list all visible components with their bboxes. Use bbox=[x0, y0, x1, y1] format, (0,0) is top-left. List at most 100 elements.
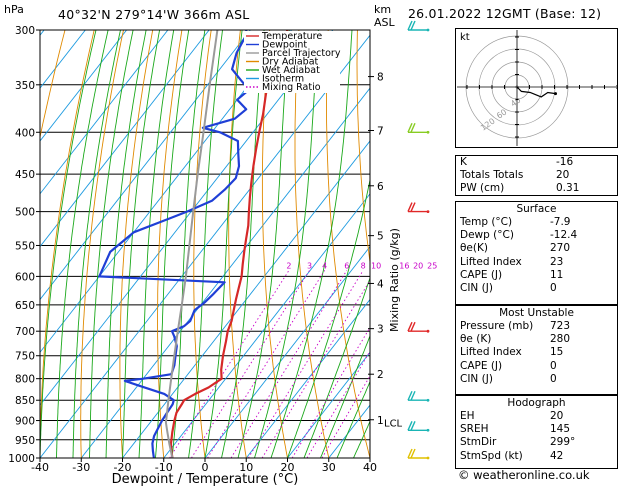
pressure-tick-label: 1000 bbox=[8, 453, 35, 465]
mixing-ratio-label: 2 bbox=[286, 261, 291, 270]
row-value: 0 bbox=[550, 281, 557, 294]
surface-panel: Surface Temp (°C) -7.9 Dewp (°C) -12.4 θe(K)… bbox=[455, 201, 618, 305]
wet-adiabat-line bbox=[72, 30, 121, 458]
wet-adiabat-line bbox=[105, 30, 147, 458]
mixing-ratio-line bbox=[291, 326, 370, 458]
x-axis-label: Dewpoint / Temperature (°C) bbox=[112, 472, 299, 486]
hodograph-table-row: StmDir 299° bbox=[456, 436, 617, 449]
isotherm-line bbox=[40, 30, 169, 195]
wet-adiabat-line bbox=[270, 30, 353, 458]
pressure-tick-label: 750 bbox=[15, 351, 35, 363]
index-label: Totals Totals bbox=[460, 169, 524, 181]
mixing-ratio-line bbox=[191, 270, 310, 458]
dewpoint-curve bbox=[98, 30, 251, 458]
most-unstable-row: CAPE (J) 0 bbox=[456, 360, 617, 373]
pressure-tick-label: 400 bbox=[15, 127, 35, 139]
row-value: 42 bbox=[550, 449, 564, 462]
mixing-ratio-label: 16 bbox=[399, 261, 409, 270]
surface-row: Temp (°C) -7.9 bbox=[456, 216, 617, 229]
legend-background bbox=[244, 31, 340, 93]
pressure-tick-label: 350 bbox=[15, 80, 35, 92]
row-label: θe (K) bbox=[460, 333, 492, 346]
wind-barb bbox=[407, 421, 430, 432]
index-row: K -16 bbox=[456, 156, 618, 170]
isotherm-line bbox=[163, 193, 370, 458]
temperature-tick-label: 0 bbox=[202, 461, 209, 474]
mixing-ratio-label: 20 bbox=[413, 261, 423, 270]
height-tick-label: 6 bbox=[377, 181, 384, 193]
wet-adiabat-line bbox=[254, 30, 319, 458]
isotherm-line bbox=[40, 30, 210, 248]
dry-adiabat-line bbox=[621, 30, 629, 458]
wet-adiabat-line bbox=[237, 30, 290, 458]
wet-adiabat-line bbox=[303, 276, 370, 458]
row-label: CAPE (J) bbox=[460, 359, 503, 372]
wet-adiabat-line bbox=[138, 30, 175, 458]
wet-adiabat-line bbox=[221, 30, 265, 458]
surface-row: CAPE (J) 11 bbox=[456, 269, 617, 282]
isotherm-line bbox=[40, 30, 251, 301]
hodograph-end-marker bbox=[554, 92, 557, 96]
temperature-curve bbox=[169, 30, 289, 458]
mixing-ratio-label: 25 bbox=[427, 261, 437, 270]
mixing-ratio-line bbox=[248, 270, 364, 458]
mixing-ratio-label: 4 bbox=[322, 261, 327, 270]
row-value: 23 bbox=[550, 255, 564, 268]
row-value: 280 bbox=[550, 333, 571, 346]
hodograph-panel: Hodograph EH 20 SREH 145 StmDir 299° StmSpd (k… bbox=[455, 395, 618, 469]
row-value: 299° bbox=[550, 436, 576, 449]
dry-adiabat-line bbox=[80, 30, 124, 458]
temperature-tick-label: 20 bbox=[281, 461, 295, 474]
isotherm-line bbox=[204, 245, 370, 458]
legend-entry-label: Dry Adiabat bbox=[262, 57, 319, 68]
legend-entry-label: Parcel Trajectory bbox=[262, 48, 341, 59]
mixing-ratio-label: 3 bbox=[307, 261, 312, 270]
height-tick-label: 4 bbox=[377, 278, 384, 290]
mixing-ratio-label: 6 bbox=[344, 261, 349, 270]
wet-adiabat-line bbox=[320, 334, 370, 458]
station-location: 40°32'N 279°14'W 366m ASL bbox=[58, 7, 250, 22]
legend-entry-label: Temperature bbox=[261, 31, 322, 42]
height-unit-km-label: km bbox=[374, 3, 391, 16]
row-label: StmSpd (kt) bbox=[460, 449, 523, 462]
legend-entry-label: Dewpoint bbox=[262, 40, 307, 51]
pressure-tick-label: 850 bbox=[15, 395, 35, 407]
pressure-tick-label: 800 bbox=[15, 374, 35, 386]
row-value: -12.4 bbox=[550, 229, 578, 242]
surface-title: Surface bbox=[516, 203, 557, 215]
mixing-ratio-label: 8 bbox=[361, 261, 366, 270]
index-row: PW (cm) 0.31 bbox=[456, 182, 618, 196]
height-unit-asl-label: ASL bbox=[374, 16, 396, 29]
copyright-label: © weatheronline.co.uk bbox=[458, 468, 590, 482]
row-value: 0 bbox=[550, 372, 557, 385]
wind-barb bbox=[407, 390, 430, 402]
row-label: EH bbox=[460, 410, 475, 422]
lcl-label: LCL bbox=[384, 419, 403, 430]
dry-adiabat-line bbox=[356, 30, 370, 266]
wet-adiabat-line bbox=[56, 30, 109, 458]
row-value: 145 bbox=[550, 423, 571, 436]
row-value: 15 bbox=[550, 346, 564, 359]
pressure-tick-label: 450 bbox=[15, 169, 35, 181]
wind-barb bbox=[407, 448, 430, 460]
surface-row: Lifted Index 23 bbox=[456, 256, 617, 269]
dry-adiabat-line bbox=[40, 30, 95, 458]
temperature-tick-label: -20 bbox=[114, 461, 132, 474]
row-label: SREH bbox=[460, 423, 489, 436]
wet-adiabat-line bbox=[89, 30, 134, 458]
row-label: CIN (J) bbox=[460, 372, 493, 385]
isotherm-line bbox=[40, 34, 370, 458]
row-value: 723 bbox=[550, 320, 571, 332]
wet-adiabat-line bbox=[204, 30, 243, 458]
isotherm-line bbox=[245, 298, 370, 458]
parcel-trajectory-curve bbox=[164, 30, 219, 458]
surface-row: CIN (J) 0 bbox=[456, 282, 617, 295]
pressure-tick-label: 650 bbox=[15, 300, 35, 312]
dry-adiabat-line bbox=[228, 30, 247, 458]
mixing-ratio-line bbox=[207, 270, 326, 458]
dry-adiabat-line bbox=[157, 30, 183, 458]
height-tick-label: 7 bbox=[377, 125, 384, 137]
temperature-tick-label: -40 bbox=[31, 461, 49, 474]
indices-table: K -16 Totals Totals 20 PW (cm) 0.31 bbox=[455, 155, 618, 196]
